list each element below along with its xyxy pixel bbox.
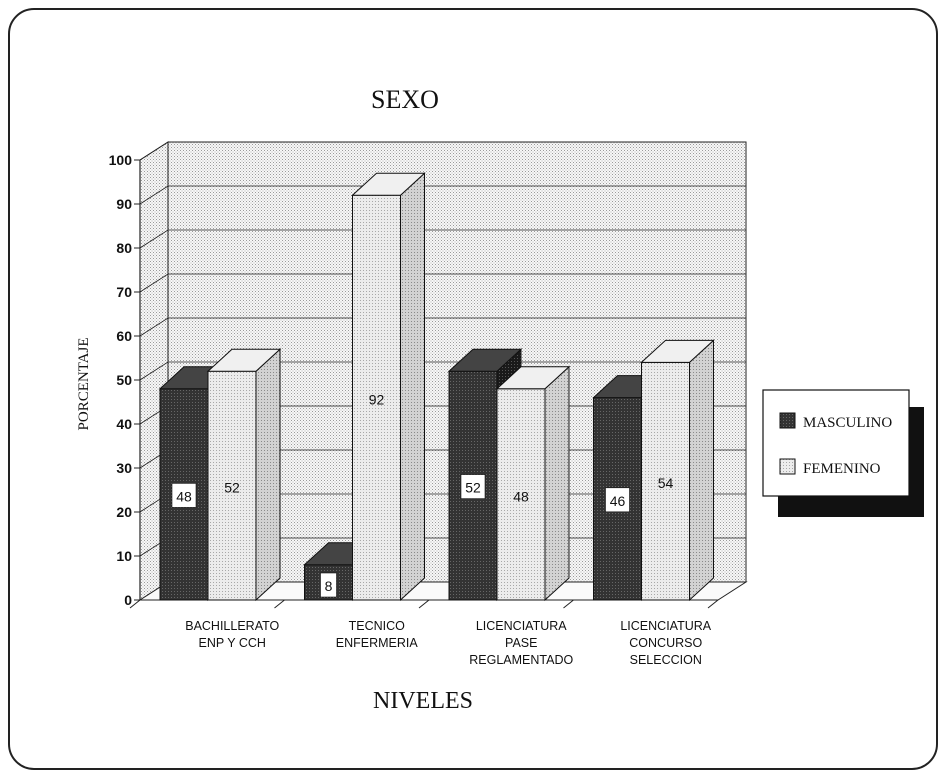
x-axis-ticks: BACHILLERATO ENP Y CCH TECNICO ENFERMERIA LI…	[129, 599, 719, 667]
legend-swatch	[779, 412, 796, 429]
x-tick-label: LICENCIATURA PASE REGLAMENTADO	[469, 619, 573, 667]
x-axis-label: NIVELES	[373, 688, 473, 714]
x-tick	[274, 599, 285, 609]
legend: MASCULINO FEMENINO	[762, 389, 924, 517]
gridline	[139, 141, 746, 161]
y-tick-label: 10	[116, 548, 132, 564]
bar-side	[689, 339, 714, 602]
x-tick-label: BACHILLERATO ENP Y CCH	[185, 619, 279, 650]
bar-femenino: 92	[351, 172, 426, 602]
data-label: 48	[176, 488, 192, 504]
legend-label: FEMENINO	[803, 461, 881, 477]
data-label: 52	[224, 480, 240, 496]
x-tick	[707, 599, 719, 609]
y-tick-label: 30	[116, 460, 132, 476]
bar-front	[641, 361, 690, 601]
legend-swatch	[779, 458, 796, 475]
bar-side	[255, 348, 281, 602]
bar-top	[206, 348, 282, 372]
x-tick-label: TECNICO ENFERMERIA	[336, 619, 419, 650]
chart-title: SEXO	[371, 85, 439, 114]
gridline	[139, 317, 746, 337]
y-tick-label: 0	[124, 592, 132, 608]
data-label: 48	[513, 488, 529, 504]
x-tick	[563, 599, 574, 609]
gridline	[139, 229, 746, 249]
y-tick-label: 100	[109, 152, 133, 168]
bar-femenino: 52	[206, 348, 282, 602]
bar-femenino: 54	[640, 339, 715, 602]
y-axis: 0 10 20 30 40 50 60 70 80 90 100	[109, 152, 141, 608]
legend-box	[762, 389, 910, 497]
bar-top	[447, 348, 523, 372]
bar-top	[495, 366, 571, 390]
chart-frame	[8, 8, 938, 770]
data-label-box	[171, 483, 197, 508]
gridline	[139, 273, 746, 293]
data-label-box	[605, 487, 630, 513]
bar-side	[544, 365, 570, 602]
data-label: 8	[325, 578, 333, 594]
x-tick-label: LICENCIATURA CONCURSO SELECCION	[620, 619, 711, 667]
data-label-box	[460, 474, 486, 499]
bar-front	[496, 388, 546, 601]
bar-top	[640, 339, 715, 363]
y-tick-label: 50	[116, 372, 132, 388]
gridline	[139, 361, 746, 381]
bar-side	[400, 172, 425, 602]
y-axis-label: PORCENTAJE	[76, 338, 92, 431]
gridline	[139, 185, 746, 205]
y-tick-label: 70	[116, 284, 132, 300]
y-tick-label: 80	[116, 240, 132, 256]
y-tick-label: 40	[116, 416, 132, 432]
data-label-box	[320, 572, 337, 598]
bar-top	[351, 172, 426, 196]
x-tick	[418, 599, 430, 609]
legend-label: MASCULINO	[803, 415, 892, 431]
y-tick-label: 20	[116, 504, 132, 520]
bar-femenino: 48	[495, 365, 571, 602]
data-label: 54	[658, 475, 674, 491]
x-tick	[129, 599, 141, 609]
data-label: 46	[610, 493, 626, 509]
bars: 48 52 8 92 52 48 46 54	[158, 172, 715, 602]
y-tick-label: 60	[116, 328, 132, 344]
data-label: 52	[465, 480, 481, 496]
data-label: 92	[369, 392, 385, 408]
y-tick-label: 90	[116, 196, 132, 212]
